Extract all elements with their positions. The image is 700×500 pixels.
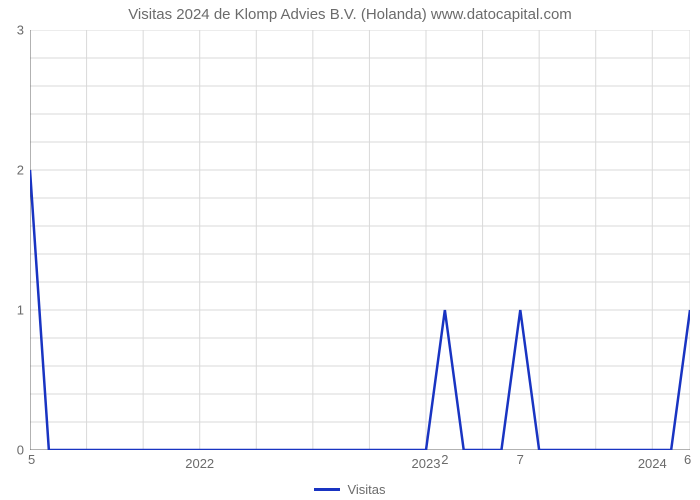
legend-label: Visitas: [347, 482, 385, 497]
legend-swatch: [314, 488, 340, 491]
legend: Visitas: [0, 478, 700, 497]
y-tick-label: 1: [4, 303, 24, 318]
x-major-label: 2023: [412, 456, 441, 471]
plot-area: [30, 30, 690, 450]
chart-svg: [30, 30, 690, 450]
x-major-label: 2022: [185, 456, 214, 471]
x-data-label: 7: [517, 452, 524, 467]
y-tick-label: 0: [4, 443, 24, 458]
y-tick-label: 3: [4, 23, 24, 38]
x-major-label: 2024: [638, 456, 667, 471]
x-data-label: 2: [441, 452, 448, 467]
x-right-corner-label: 6: [684, 452, 691, 467]
x-left-corner-label: 5: [28, 452, 35, 467]
chart-container: Visitas 2024 de Klomp Advies B.V. (Holan…: [0, 0, 700, 500]
chart-title: Visitas 2024 de Klomp Advies B.V. (Holan…: [0, 6, 700, 23]
y-tick-label: 2: [4, 163, 24, 178]
